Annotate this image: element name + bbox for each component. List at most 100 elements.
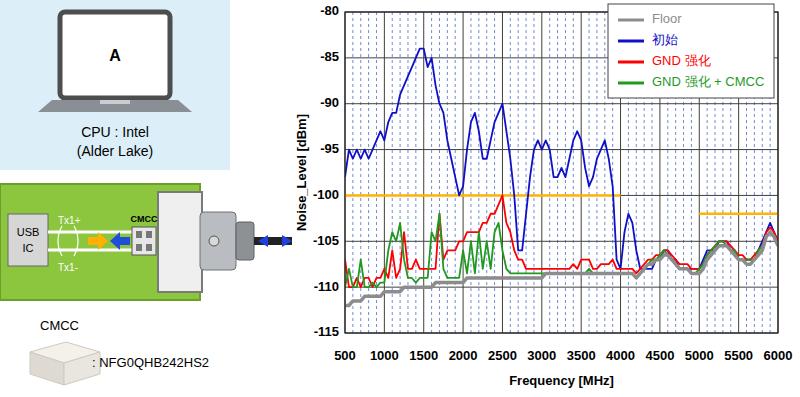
grid-line [502, 12, 503, 333]
minor-grid [510, 12, 511, 333]
root: A CPU : Intel (Alder Lake) USB IC Tx1+ Tx1- CMC… [0, 0, 800, 397]
laptop-notch [100, 100, 130, 104]
legend: Floor 初始 GND 强化 GND 强化 + CMCC [608, 4, 774, 98]
y-tick-label: -85 [320, 49, 339, 64]
y-tick-label: -100 [313, 187, 339, 202]
grid-line [384, 12, 385, 333]
legend-label: 初始 [652, 32, 678, 47]
legend-swatch [618, 61, 644, 64]
minor-grid [376, 12, 377, 333]
legend-swatch [618, 82, 644, 85]
legend-label: GND 强化 + CMCC [652, 74, 764, 89]
y-tick-label: -115 [314, 324, 339, 339]
plug-body [200, 212, 236, 270]
series-group [345, 49, 778, 306]
canvas: A CPU : Intel (Alder Lake) USB IC Tx1+ Tx1- CMC… [0, 0, 800, 397]
grid-line [345, 195, 778, 196]
trace-label: Tx1+ [58, 215, 81, 226]
arrow-head [282, 235, 292, 247]
minor-grid [589, 12, 590, 333]
x-tick-label: 4500 [645, 348, 674, 363]
minor-grid [478, 12, 479, 333]
minor-grid [596, 12, 597, 333]
y-tick-label: -110 [314, 279, 339, 294]
minor-grid [526, 12, 527, 333]
series-line [345, 232, 778, 305]
minor-grid [549, 12, 550, 333]
chip-pad [136, 231, 142, 238]
chip-pad [146, 231, 152, 238]
y-axis-label: Noise_Level [dBm] [294, 114, 309, 231]
minor-grid [470, 12, 471, 333]
ic-text: USB [17, 226, 40, 238]
series-line [345, 49, 778, 269]
legend-swatch [618, 40, 644, 43]
minor-grid [407, 12, 408, 333]
part-number: : NFG0QHB242HS2 [92, 355, 209, 370]
screen-letter: A [109, 47, 121, 64]
x-tick-label: 2500 [488, 348, 517, 363]
chip-pad [146, 244, 152, 251]
x-tick-label: 6000 [764, 348, 793, 363]
legend-box [608, 4, 774, 98]
y-tick-label: -80 [320, 3, 339, 18]
limit-line [699, 213, 778, 216]
limit-line [345, 194, 621, 197]
legend-swatch [618, 19, 644, 22]
ic-text: IC [23, 242, 34, 254]
x-tick-label: 500 [334, 348, 356, 363]
arrow-head [258, 235, 268, 247]
x-tick-label: 4000 [606, 348, 635, 363]
part-side [30, 352, 64, 385]
minor-grid [494, 12, 495, 333]
legend-label: Floor [652, 11, 682, 26]
arrow [110, 232, 130, 250]
minor-grid [392, 12, 393, 333]
chart: 5001000150020002500300035004000450050005… [294, 3, 792, 388]
x-tick-label: 2000 [449, 348, 478, 363]
y-tick-label: -95 [320, 141, 339, 156]
laptop-screen [60, 12, 170, 98]
trace-label: Tx1- [58, 262, 78, 273]
cmcc-chip [132, 227, 156, 255]
laptop-panel [0, 0, 230, 170]
cpu-text: (Alder Lake) [77, 143, 153, 159]
chip-label: CMCC [131, 214, 158, 224]
minor-grid [557, 12, 558, 333]
minor-grid [368, 12, 369, 333]
plug-boot [236, 222, 254, 260]
grid-line [463, 12, 464, 333]
laptop-base [38, 100, 192, 112]
part-label: CMCC [40, 318, 79, 333]
connector-housing [158, 192, 202, 292]
grid-line [345, 241, 778, 242]
grid-line [423, 12, 424, 333]
illustration: A CPU : Intel (Alder Lake) USB IC Tx1+ Tx1- CMC… [0, 0, 292, 385]
y-tick-label: -105 [313, 233, 339, 248]
pair-mark [58, 226, 78, 256]
x-tick-label: 5000 [685, 348, 714, 363]
grid-line [581, 12, 582, 333]
grid-line [345, 103, 778, 104]
minor-grid [486, 12, 487, 333]
arrow [88, 232, 108, 250]
grid-line [541, 12, 542, 333]
x-tick-label: 3500 [567, 348, 596, 363]
x-tick-label: 1000 [370, 348, 399, 363]
legend-label: GND 强化 [652, 53, 711, 68]
minor-grid [400, 12, 401, 333]
y-tick-label: -90 [320, 95, 339, 110]
minor-grid [439, 12, 440, 333]
x-tick-label: 1500 [409, 348, 438, 363]
minor-grid [518, 12, 519, 333]
grid-line [345, 149, 778, 150]
minor-grid [447, 12, 448, 333]
usb-ic [8, 214, 48, 266]
x-tick-label: 3000 [527, 348, 556, 363]
chip-pad [136, 244, 142, 251]
plug-detail [209, 236, 219, 246]
minor-grid [533, 12, 534, 333]
cpu-text: CPU : Intel [81, 124, 149, 140]
minor-grid [604, 12, 605, 333]
x-axis-label: Frequency [MHz] [509, 373, 614, 388]
